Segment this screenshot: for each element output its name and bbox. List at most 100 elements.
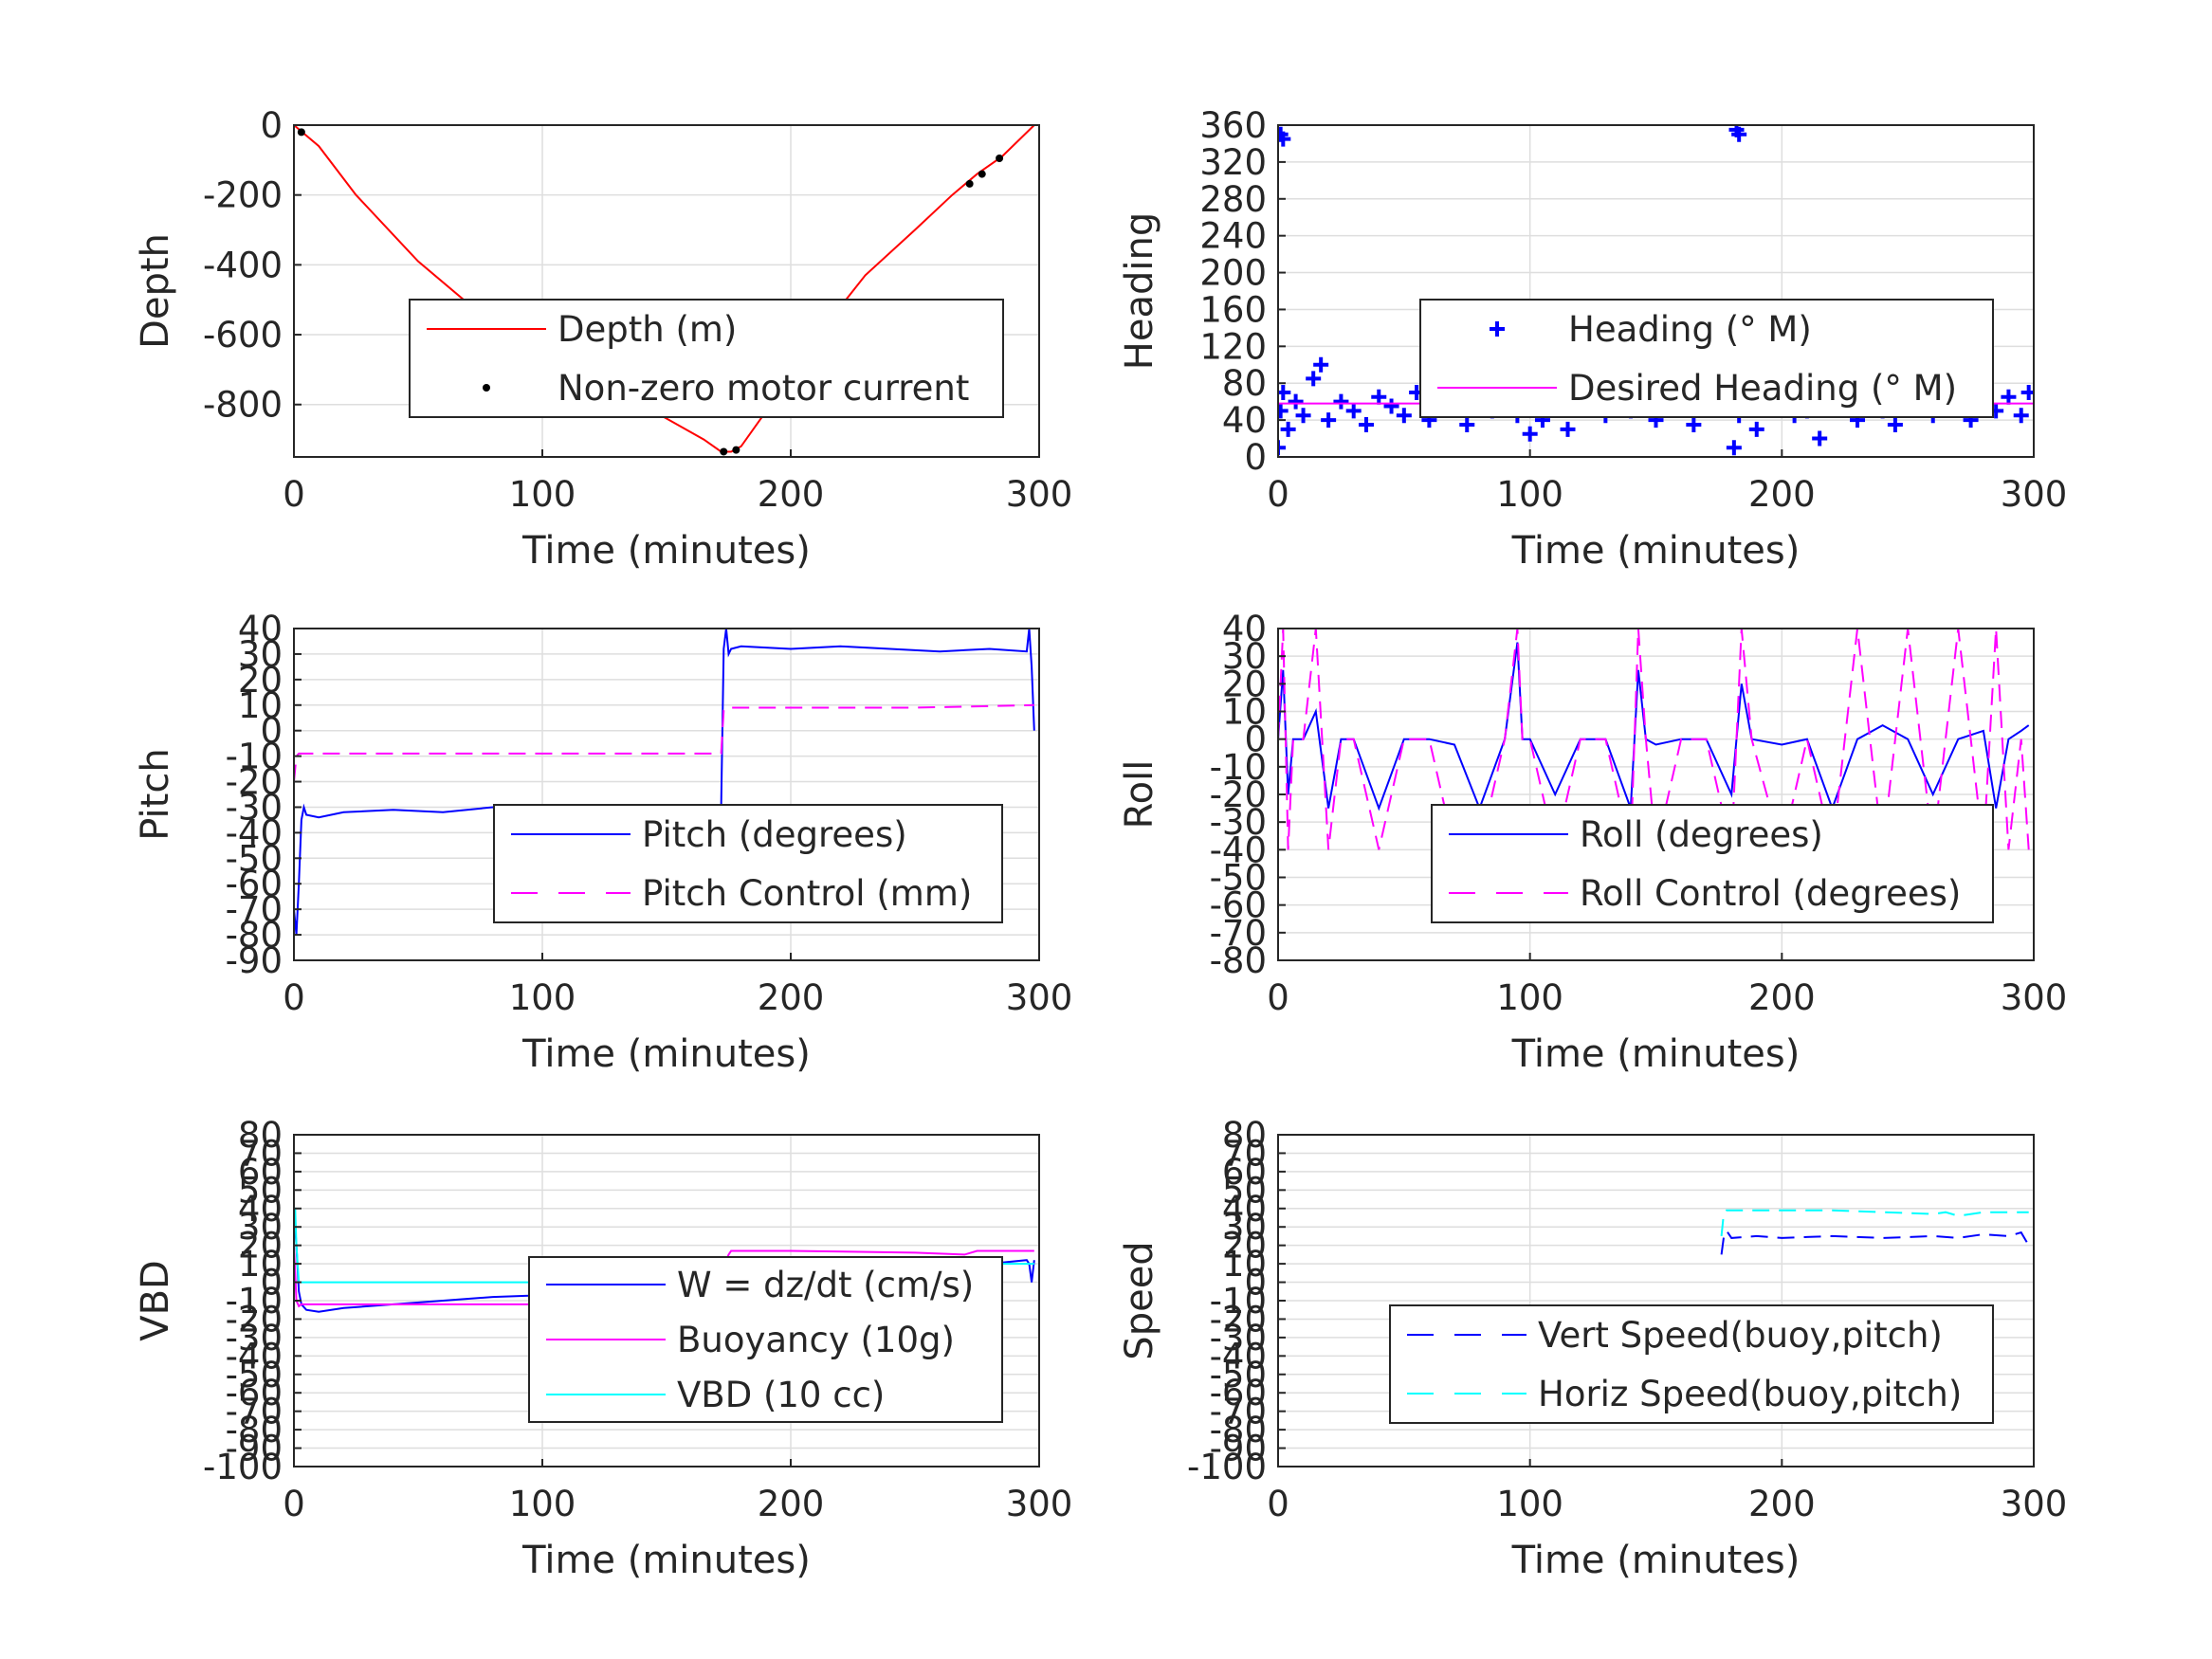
y-tick-label: -400 (203, 245, 283, 285)
y-tick-label: 30 (1222, 1207, 1267, 1248)
legend-swatch (1490, 321, 1505, 337)
legend-box (1419, 299, 1994, 418)
y-tick-label: 40 (238, 609, 283, 649)
legend-label: Desired Heading (° M) (1568, 368, 1957, 409)
y-tick-label: 0 (1244, 437, 1267, 478)
subplot-1: 0 100 200 300 0 -200 -400 -600 -800 Time (minutes… (134, 105, 1072, 573)
y-tick-label: -30 (226, 1318, 283, 1358)
y-axis-label: Speed (1118, 1241, 1161, 1359)
y-tick-label: -70 (226, 1392, 283, 1432)
series-1-point (1383, 398, 1399, 414)
y-tick-label: -10 (226, 737, 283, 777)
y-tick-label: -90 (1210, 1429, 1267, 1469)
series-2-point (720, 447, 728, 456)
y-tick-label: -30 (226, 787, 283, 828)
y-tick-label: -80 (226, 915, 283, 956)
y-tick-label: 40 (1222, 1189, 1267, 1230)
y-tick-label: 10 (1222, 1244, 1267, 1285)
series-1-point (1812, 430, 1828, 447)
y-tick-label: -50 (226, 1355, 283, 1395)
axes-box (293, 124, 1040, 458)
y-tick-label: 320 (1199, 142, 1267, 183)
y-tick-label: 40 (1222, 400, 1267, 441)
y-tick-label: -50 (226, 838, 283, 879)
subplot-5: 0 100 200 30080706050403020100-10-20-30-40-… (134, 1115, 1072, 1582)
series-1-point (2001, 389, 2017, 405)
legend-box (1431, 804, 1994, 923)
legend-entry: Non-zero motor current (483, 368, 969, 409)
y-axis-label: VBD (134, 1260, 177, 1341)
series-1-point (1280, 421, 1296, 437)
series-2-line (1720, 1209, 2029, 1237)
legend-label: Non-zero motor current (558, 368, 969, 409)
x-tick-label: 200 (758, 1484, 825, 1524)
legend-label: Vert Speed(buoy,pitch) (1538, 1315, 1943, 1356)
y-tick-label: -40 (226, 812, 283, 853)
y-tick-label: -100 (203, 1447, 283, 1487)
x-tick-label: 100 (509, 1484, 576, 1524)
x-tick-label: 100 (1496, 1484, 1563, 1524)
y-tick-label: -30 (1210, 1318, 1267, 1358)
y-tick-label: -80 (1210, 940, 1267, 981)
y-tick-label: -50 (1210, 1355, 1267, 1395)
y-tick-label: -30 (1210, 802, 1267, 843)
series-2-point (732, 446, 740, 454)
y-tick-label: -80 (226, 1410, 283, 1450)
legend-entry: Buoyancy (10g) (546, 1320, 955, 1360)
y-tick-label: -40 (1210, 830, 1267, 870)
y-axis-label: Depth (134, 233, 177, 349)
subplot-2: 0 100 200 30004080120160200240280320360Time… (1118, 105, 2067, 573)
series-2-point (996, 155, 1004, 162)
series-1-point (1522, 426, 1538, 442)
y-tick-label: -70 (1210, 913, 1267, 954)
y-tick-label: -100 (1187, 1447, 1267, 1487)
y-tick-label: 60 (238, 1152, 283, 1193)
series-1-point (1459, 416, 1475, 432)
x-tick-label: 300 (2001, 977, 2068, 1018)
series-1-point (1278, 440, 1286, 456)
y-tick-label: 70 (1222, 1133, 1267, 1174)
y-tick-label: -90 (226, 1429, 283, 1469)
legend: Roll (degrees) Roll Control (degrees) (1431, 804, 1994, 923)
x-tick-label: 300 (2001, 1484, 2068, 1524)
series-1-point (1748, 421, 1764, 437)
y-tick-label: -200 (203, 175, 283, 216)
series-2-point (978, 170, 986, 178)
y-tick-label: -70 (1210, 1392, 1267, 1432)
y-tick-label: 40 (1222, 609, 1267, 649)
x-tick-label: 0 (283, 1484, 305, 1524)
y-axis-label: Heading (1118, 212, 1161, 370)
x-tick-label: 0 (1267, 474, 1289, 515)
series-1-point (1560, 421, 1576, 437)
x-tick-label: 0 (283, 977, 305, 1018)
series-1-point (1306, 371, 1322, 387)
legend-entry: Roll (degrees) (1449, 814, 1823, 855)
y-tick-label: 50 (1222, 1170, 1267, 1211)
x-tick-label: 0 (283, 474, 305, 515)
legend-box (493, 804, 1003, 923)
y-tick-label: -800 (203, 385, 283, 426)
legend-entry: Horiz Speed(buoy,pitch) (1407, 1374, 1962, 1414)
legend-label: Heading (° M) (1568, 309, 1812, 350)
series-1-point (1731, 126, 1747, 142)
series-1-point (2020, 384, 2034, 400)
x-tick-label: 0 (1267, 977, 1289, 1018)
x-tick-label: 300 (1006, 977, 1073, 1018)
series-1-point (1726, 440, 1742, 456)
x-axis-label: Time (minutes) (1511, 1032, 1801, 1076)
y-tick-label: -60 (226, 1373, 283, 1413)
y-tick-label: 30 (238, 634, 283, 675)
y-tick-label: 0 (1244, 1263, 1267, 1304)
x-tick-label: 300 (2001, 474, 2068, 515)
y-tick-label: 240 (1199, 216, 1267, 257)
y-tick-label: 20 (238, 1226, 283, 1267)
x-tick-label: 200 (758, 474, 825, 515)
series-1-point (1295, 408, 1311, 424)
x-tick-label: 0 (1267, 1484, 1289, 1524)
y-tick-label: 20 (238, 660, 283, 701)
y-tick-label: -90 (226, 940, 283, 981)
y-tick-label: 30 (238, 1207, 283, 1248)
y-tick-label: 10 (238, 1244, 283, 1285)
y-tick-label: 80 (238, 1115, 283, 1156)
